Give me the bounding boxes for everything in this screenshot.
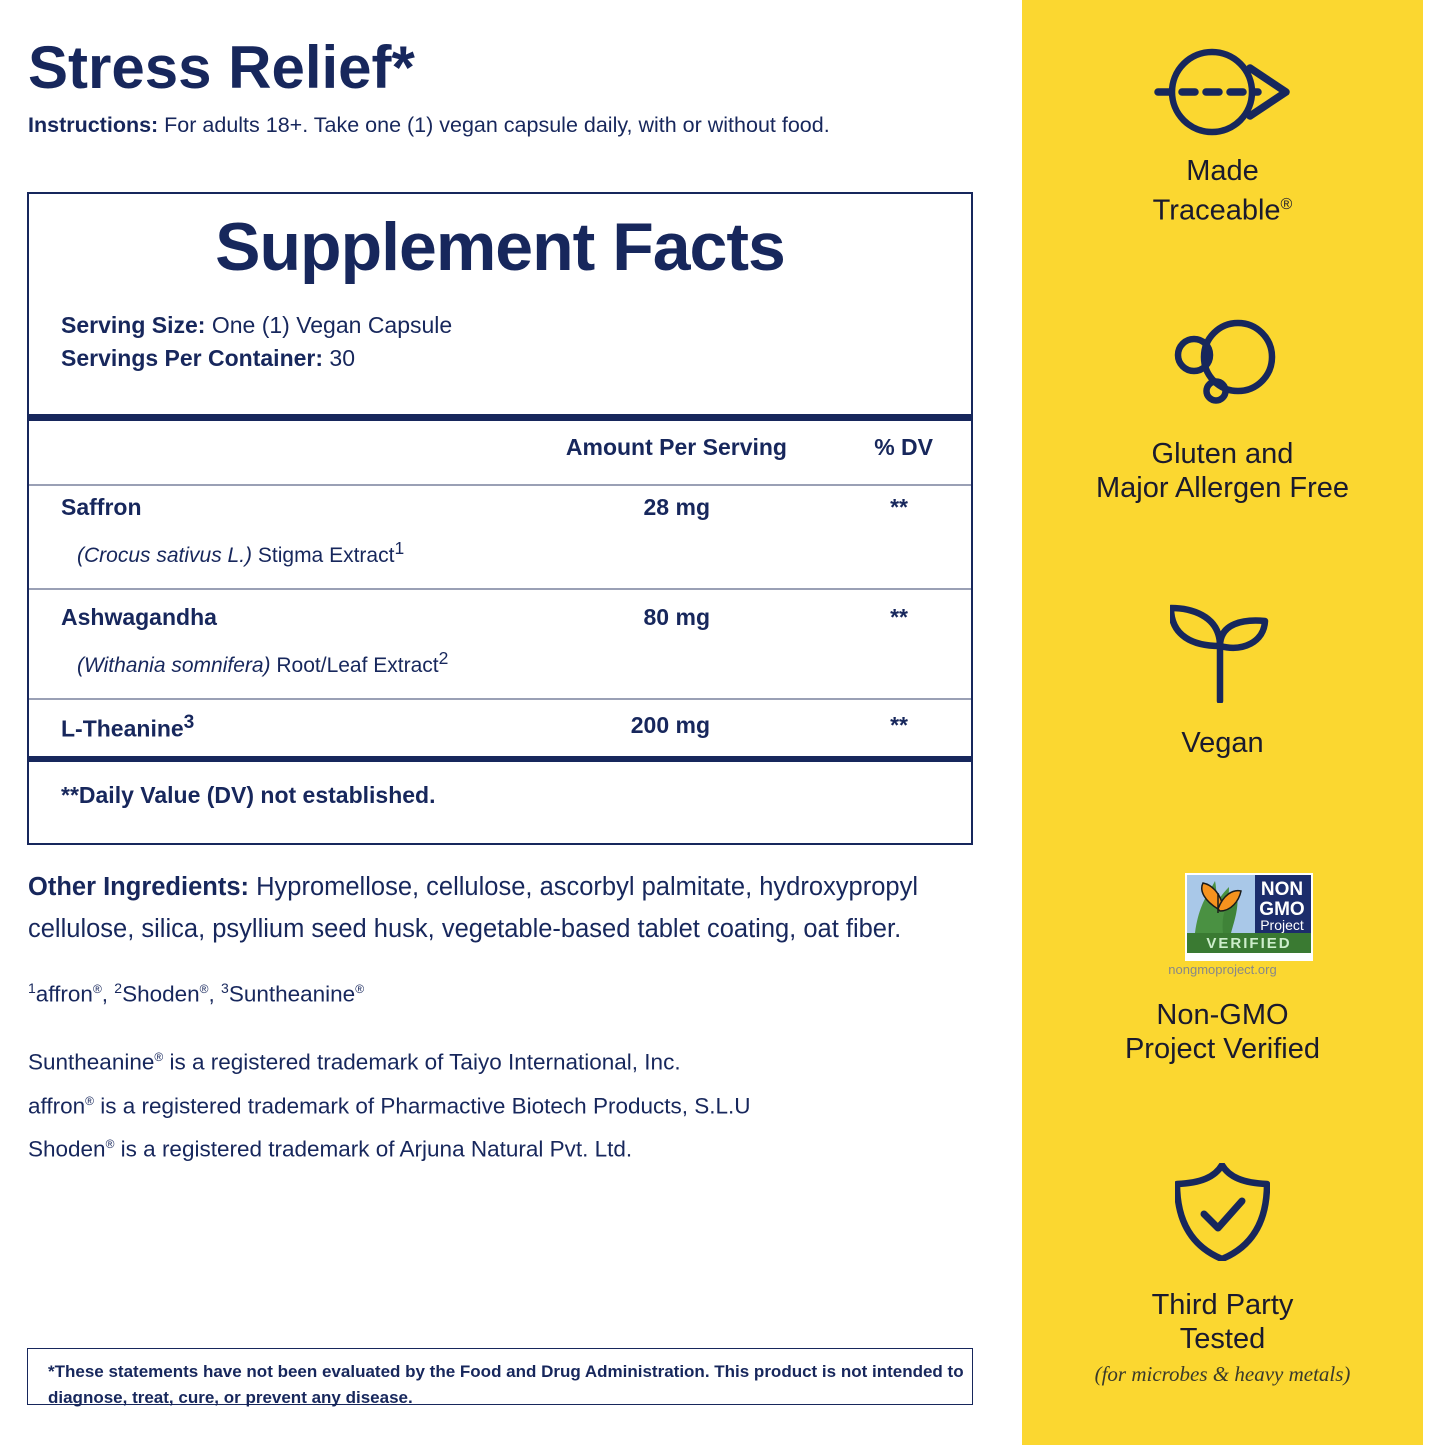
svg-text:Project: Project — [1260, 917, 1304, 933]
svg-text:VERIFIED: VERIFIED — [1206, 935, 1291, 952]
svg-text:NON: NON — [1261, 879, 1303, 900]
